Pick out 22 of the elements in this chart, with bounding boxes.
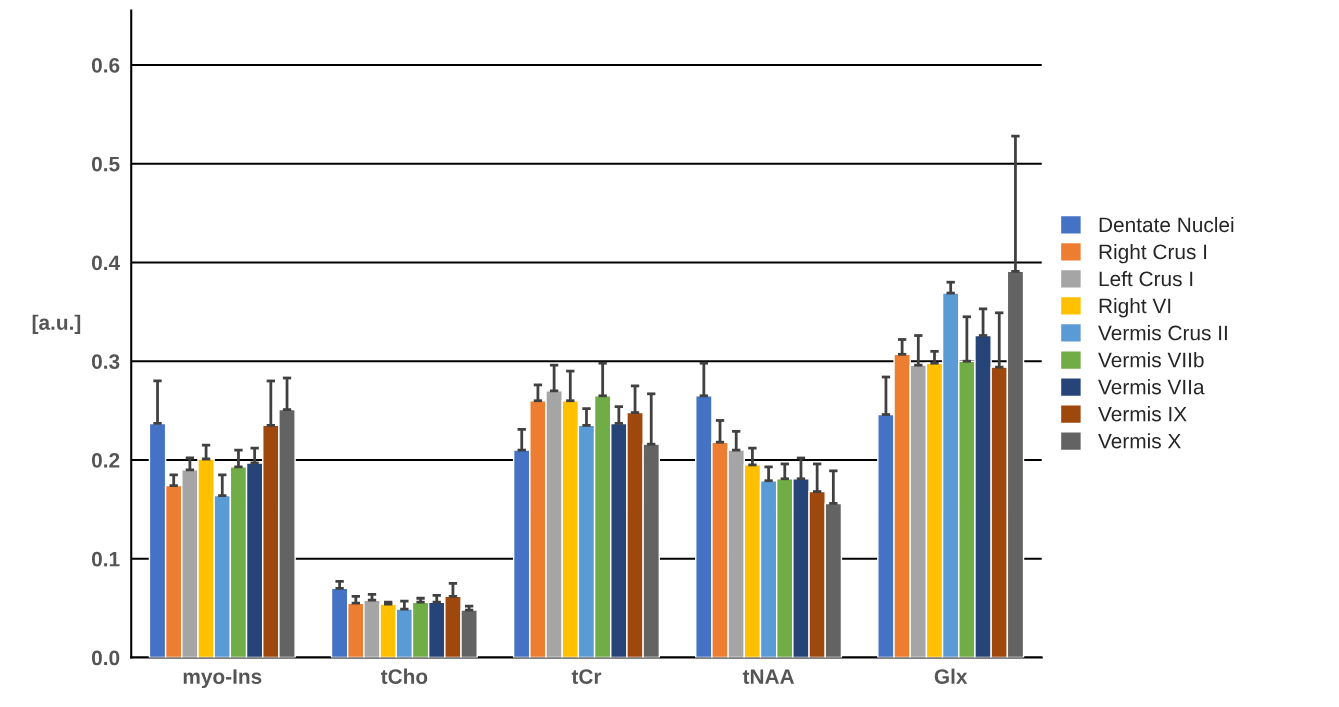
legend-label: Vermis VIIb — [1098, 352, 1204, 368]
x-tick-label: Glx — [934, 668, 968, 684]
legend-label: Left Crus I — [1099, 270, 1193, 287]
x-tick-label: tNAA — [742, 669, 795, 684]
legend-label: Vermis Crus II — [1098, 325, 1227, 341]
legend-label: Vermis IX — [1098, 406, 1187, 422]
y-tick-label: 0.1 — [91, 551, 120, 567]
x-tick-label: tCho — [380, 668, 428, 684]
y-axis-title: [a.u.] — [32, 314, 81, 335]
y-tick-label: 0.0 — [91, 650, 120, 666]
legend-label: Vermis X — [1098, 433, 1181, 449]
y-tick-label: 0.2 — [91, 452, 120, 468]
y-tick-label: 0.3 — [91, 354, 120, 369]
y-tick-label: 0.6 — [91, 57, 120, 73]
legend-label: Dentate Nuclei — [1099, 216, 1234, 233]
y-tick-label: 0.4 — [91, 255, 120, 271]
legend-label: Right VI — [1099, 298, 1171, 318]
legend-label: Vermis VIIa — [1098, 379, 1205, 395]
x-tick-label: myo-Ins — [183, 669, 262, 689]
x-tick-label: tCr — [571, 669, 602, 684]
legend-label: Right Crus I — [1099, 243, 1207, 264]
y-tick-label: 0.5 — [91, 156, 120, 172]
